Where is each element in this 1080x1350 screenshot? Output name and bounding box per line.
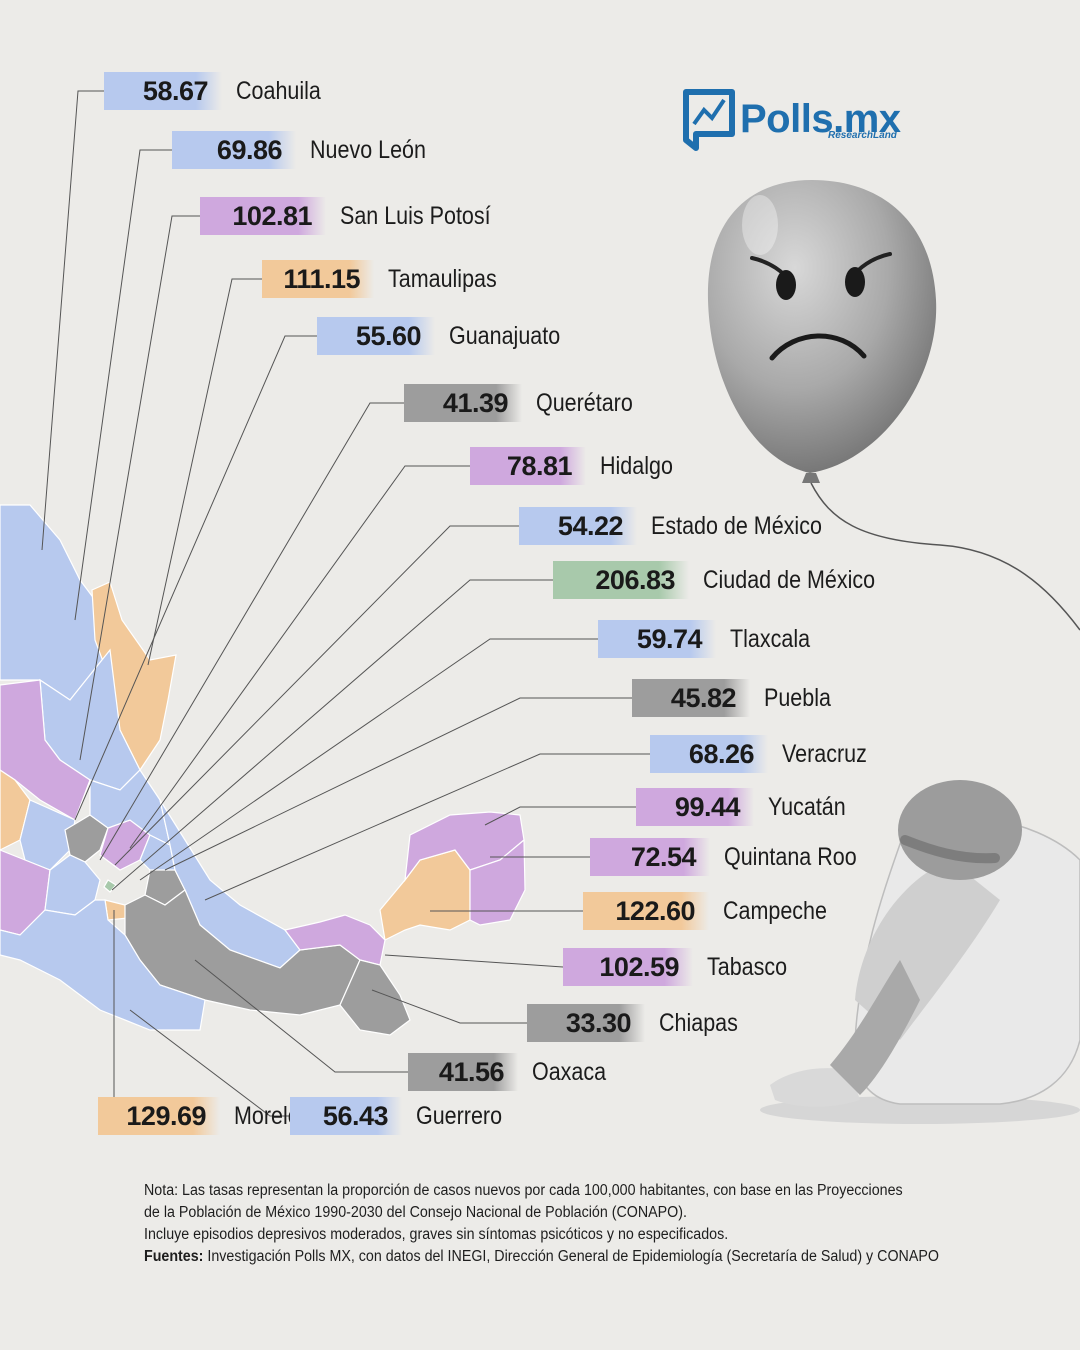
brand-name: Polls.mx	[740, 96, 901, 141]
leader-line	[371, 989, 527, 1024]
map-region	[89, 769, 171, 847]
map-region	[103, 879, 117, 893]
state-label: 59.74 Tlaxcala	[598, 620, 823, 658]
state-label: 206.83 Ciudad de México	[553, 561, 903, 599]
state-label: 56.43 Guerrero	[290, 1097, 516, 1135]
state-name: Guanajuato	[449, 321, 561, 350]
value-label: 102.81	[200, 197, 326, 235]
state-name: Yucatán	[768, 792, 846, 821]
leader-line	[129, 465, 470, 849]
value-label: 69.86	[172, 131, 296, 169]
state-label: 111.15 Tamaulipas	[262, 260, 514, 298]
map-region	[0, 899, 206, 1031]
leader-line	[99, 402, 404, 861]
note-line-2: de la Población de México 1990-2030 del …	[144, 1204, 688, 1221]
value-label: 41.56	[408, 1053, 518, 1091]
value-label: 54.22	[519, 507, 637, 545]
state-label: 102.59 Tabasco	[563, 948, 800, 986]
state-name: Tamaulipas	[388, 264, 497, 293]
leader-lines	[41, 90, 650, 1117]
value-label: 102.59	[563, 948, 693, 986]
chart-logo-icon	[683, 89, 735, 151]
state-label: 122.60 Campeche	[583, 892, 844, 930]
leader-line	[79, 215, 200, 761]
value-label: 33.30	[527, 1004, 645, 1042]
state-label: 45.82 Puebla	[632, 679, 842, 717]
state-label: 102.81 San Luis Potosí	[200, 197, 515, 235]
value-label: 99.44	[636, 788, 754, 826]
state-name: Coahuila	[236, 76, 321, 105]
map-region	[283, 914, 386, 966]
leader-line	[384, 954, 564, 968]
value-label: 45.82	[632, 679, 750, 717]
state-label: 68.26 Veracruz	[650, 735, 881, 773]
value-label: 41.39	[404, 384, 522, 422]
state-name: Guerrero	[416, 1101, 503, 1130]
footnote: Nota: Las tasas representan la proporció…	[144, 1180, 944, 1268]
leader-line	[74, 335, 317, 821]
state-name: Quintana Roo	[724, 842, 857, 871]
state-name: Ciudad de México	[703, 565, 876, 594]
state-name: Campeche	[723, 896, 827, 925]
value-label: 78.81	[470, 447, 586, 485]
value-label: 72.54	[590, 838, 710, 876]
note-line-1: Nota: Las tasas representan la proporció…	[144, 1182, 903, 1199]
sad-balloon-illustration	[707, 180, 1080, 631]
state-label: 78.81 Hidalgo	[470, 447, 685, 485]
leader-line	[164, 697, 632, 871]
state-name: Estado de México	[651, 511, 822, 540]
value-label: 111.15	[262, 260, 374, 298]
state-name: Hidalgo	[600, 451, 673, 480]
state-name: Puebla	[764, 683, 831, 712]
leader-line	[129, 1009, 290, 1117]
state-name: San Luis Potosí	[340, 201, 491, 230]
sources-text: Investigación Polls MX, con datos del IN…	[203, 1248, 939, 1265]
map-region	[379, 849, 471, 941]
note-line-3: Incluye episodios depresivos moderados, …	[144, 1226, 729, 1243]
leader-line	[204, 753, 650, 901]
value-label: 55.60	[317, 317, 435, 355]
brand-subtitle: ResearchLand	[828, 130, 897, 141]
state-label: 41.39 Querétaro	[404, 384, 649, 422]
leader-line	[114, 525, 519, 866]
state-name: Tlaxcala	[730, 624, 811, 653]
map-region	[339, 959, 411, 1036]
state-label: 72.54 Quintana Roo	[590, 838, 878, 876]
state-name: Tabasco	[707, 952, 788, 981]
state-label: 55.60 Guanajuato	[317, 317, 578, 355]
sad-person-illustration	[760, 780, 1080, 1124]
state-label: 41.56 Oaxaca	[408, 1053, 618, 1091]
value-label: 122.60	[583, 892, 709, 930]
state-name: Chiapas	[659, 1008, 738, 1037]
leader-line	[111, 579, 553, 891]
leader-line	[147, 278, 262, 666]
value-label: 129.69	[98, 1097, 220, 1135]
state-label: 33.30 Chiapas	[527, 1004, 751, 1042]
state-name: Oaxaca	[532, 1057, 607, 1086]
state-name: Veracruz	[782, 739, 867, 768]
polls-mx-logo: Polls.mx ResearchLand	[680, 84, 901, 154]
value-label: 206.83	[553, 561, 689, 599]
value-label: 59.74	[598, 620, 716, 658]
state-label: 54.22 Estado de México	[519, 507, 850, 545]
leader-line	[194, 959, 408, 1073]
value-label: 58.67	[104, 72, 222, 110]
state-name: Nuevo León	[310, 135, 426, 164]
state-label: 69.86 Nuevo León	[172, 131, 445, 169]
state-label: 99.44 Yucatán	[636, 788, 858, 826]
leader-line	[484, 806, 636, 826]
value-label: 56.43	[290, 1097, 402, 1135]
leader-line	[74, 149, 172, 621]
leader-line	[139, 638, 598, 881]
sources-label: Fuentes:	[144, 1248, 204, 1265]
mexico-map	[0, 504, 526, 1036]
state-label: 58.67 Coahuila	[104, 72, 335, 110]
state-name: Querétaro	[536, 388, 633, 417]
leader-line	[41, 90, 104, 551]
value-label: 68.26	[650, 735, 768, 773]
sources-line: Fuentes: Investigación Polls MX, con dat…	[144, 1246, 939, 1268]
